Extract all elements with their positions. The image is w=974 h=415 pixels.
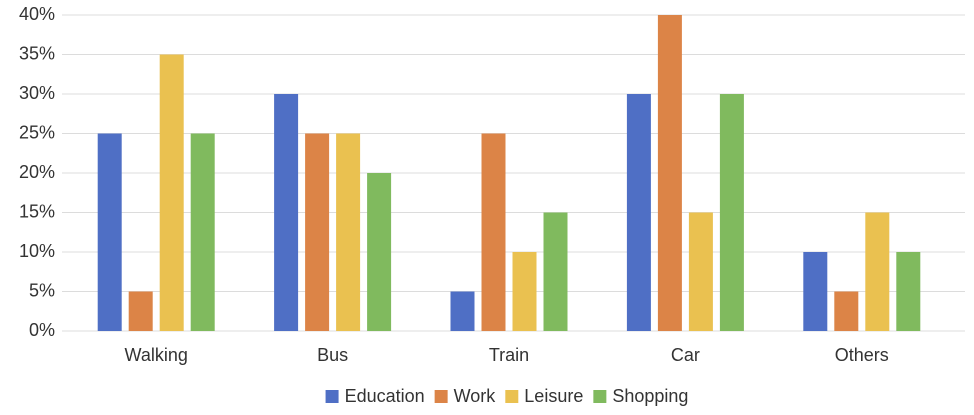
bar [128, 291, 153, 331]
y-tick-label: 25% [19, 122, 55, 142]
x-tick-label: Train [489, 345, 529, 365]
y-tick-label: 5% [29, 280, 55, 300]
bar [305, 133, 330, 331]
legend-label: Education [345, 386, 425, 406]
bar [512, 252, 537, 331]
bar [865, 212, 890, 331]
bar [543, 212, 568, 331]
bar [159, 54, 184, 331]
bar [626, 94, 651, 331]
legend: Education Work Leisure Shopping [325, 386, 688, 406]
x-tick-label: Walking [125, 345, 188, 365]
bar [803, 252, 828, 331]
legend-swatch [325, 390, 339, 403]
bar [274, 94, 299, 331]
legend-label: Work [454, 386, 497, 406]
bar [834, 291, 859, 331]
y-tick-label: 30% [19, 83, 55, 103]
y-tick-label: 35% [19, 43, 55, 63]
legend-swatch [434, 390, 448, 403]
legend-swatch [505, 390, 519, 403]
x-tick-label: Bus [317, 345, 348, 365]
bar [97, 133, 122, 331]
y-tick-label: 0% [29, 320, 55, 340]
bar [719, 94, 744, 331]
bar [481, 133, 506, 331]
legend-label: Shopping [612, 386, 688, 406]
bar [367, 173, 392, 331]
bar [688, 212, 713, 331]
legend-swatch [593, 390, 607, 403]
bar [896, 252, 921, 331]
x-tick-label: Car [671, 345, 700, 365]
bar [450, 291, 475, 331]
y-tick-label: 15% [19, 201, 55, 221]
y-tick-label: 20% [19, 162, 55, 182]
legend-label: Leisure [524, 386, 583, 406]
y-tick-label: 40% [19, 4, 55, 24]
bar [336, 133, 361, 331]
bar [190, 133, 215, 331]
bar [657, 15, 682, 331]
x-tick-label: Others [835, 345, 889, 365]
y-tick-label: 10% [19, 241, 55, 261]
